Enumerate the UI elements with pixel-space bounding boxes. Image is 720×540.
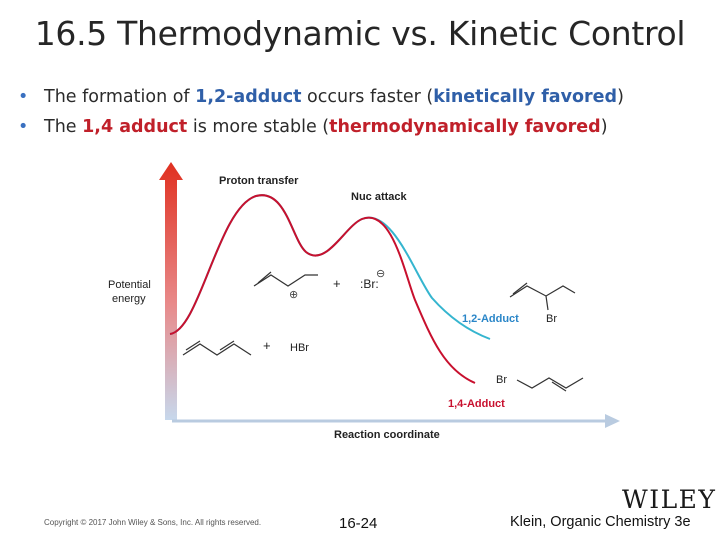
bullet-list: • The formation of 1,2-adduct occurs fast… — [18, 82, 718, 142]
wiley-logo: WILEY — [622, 485, 717, 514]
product-14-double-bond — [551, 381, 567, 392]
copyright-notice: Copyright © 2017 John Wiley & Sons, Inc.… — [44, 518, 262, 527]
kinetic-curve — [169, 194, 491, 340]
diene-double-bond-1 — [185, 340, 201, 351]
slide-number: 16-24 — [339, 515, 378, 532]
product-12-label: 1,2-Adduct — [462, 313, 519, 325]
thermo-curve — [169, 194, 476, 384]
reactant-reagent: HBr — [290, 342, 309, 354]
peak2-label: Nuc attack — [351, 191, 408, 203]
product-12-br-bond — [545, 295, 549, 311]
bullet1-part5: ) — [617, 87, 624, 107]
bullet2-adduct: 1,4 adduct — [82, 117, 188, 137]
diene-double-bond-2 — [219, 340, 235, 351]
y-axis-label-line1: Potential — [108, 279, 151, 291]
energy-axis — [159, 162, 183, 420]
slide-title: 16.5 Thermodynamic vs. Kinetic Control — [34, 14, 686, 53]
product-12-double-bond — [512, 282, 528, 295]
reactant-plus: + — [263, 338, 271, 353]
reaction-axis-arrowhead — [605, 414, 620, 428]
bullet1-favored: kinetically favored — [433, 87, 618, 107]
bullet-dot: • — [18, 87, 29, 107]
bromide-symbol: :Br: — [360, 277, 379, 291]
bullet-kinetic: • The formation of 1,2-adduct occurs fast… — [18, 82, 718, 112]
bullet1-part1: The formation of — [44, 87, 196, 107]
bullet2-part5: ) — [600, 117, 608, 137]
y-axis-label-line2: energy — [112, 293, 146, 305]
book-credit: Klein, Organic Chemistry 3e — [510, 514, 691, 530]
bromide-charge-icon: ⊖ — [376, 268, 385, 280]
intermediate-plus: + — [333, 276, 341, 291]
product-14-br: Br — [496, 374, 507, 386]
product-14-structure — [516, 377, 584, 389]
cation-double-bond — [257, 271, 272, 284]
cation-charge-icon: ⊕ — [289, 289, 298, 301]
diene-reactant-structure — [182, 343, 252, 356]
product-12-br: Br — [546, 313, 557, 325]
product-14-label: 1,4-Adduct — [448, 398, 505, 410]
bullet2-favored: thermodynamically favored — [329, 117, 601, 137]
allylic-cation-structure — [253, 274, 318, 287]
bullet1-part3: occurs faster ( — [301, 87, 434, 107]
bullet-thermo: • The 1,4 adduct is more stable (thermody… — [18, 112, 718, 142]
product-12-structure — [509, 285, 576, 298]
x-axis-label: Reaction coordinate — [334, 429, 440, 441]
bullet2-part1: The — [44, 117, 83, 137]
bullet1-adduct: 1,2-adduct — [195, 87, 302, 107]
bullet-dot: • — [18, 117, 29, 137]
bullet2-part3: is more stable ( — [187, 117, 330, 137]
peak1-label: Proton transfer — [219, 175, 299, 187]
